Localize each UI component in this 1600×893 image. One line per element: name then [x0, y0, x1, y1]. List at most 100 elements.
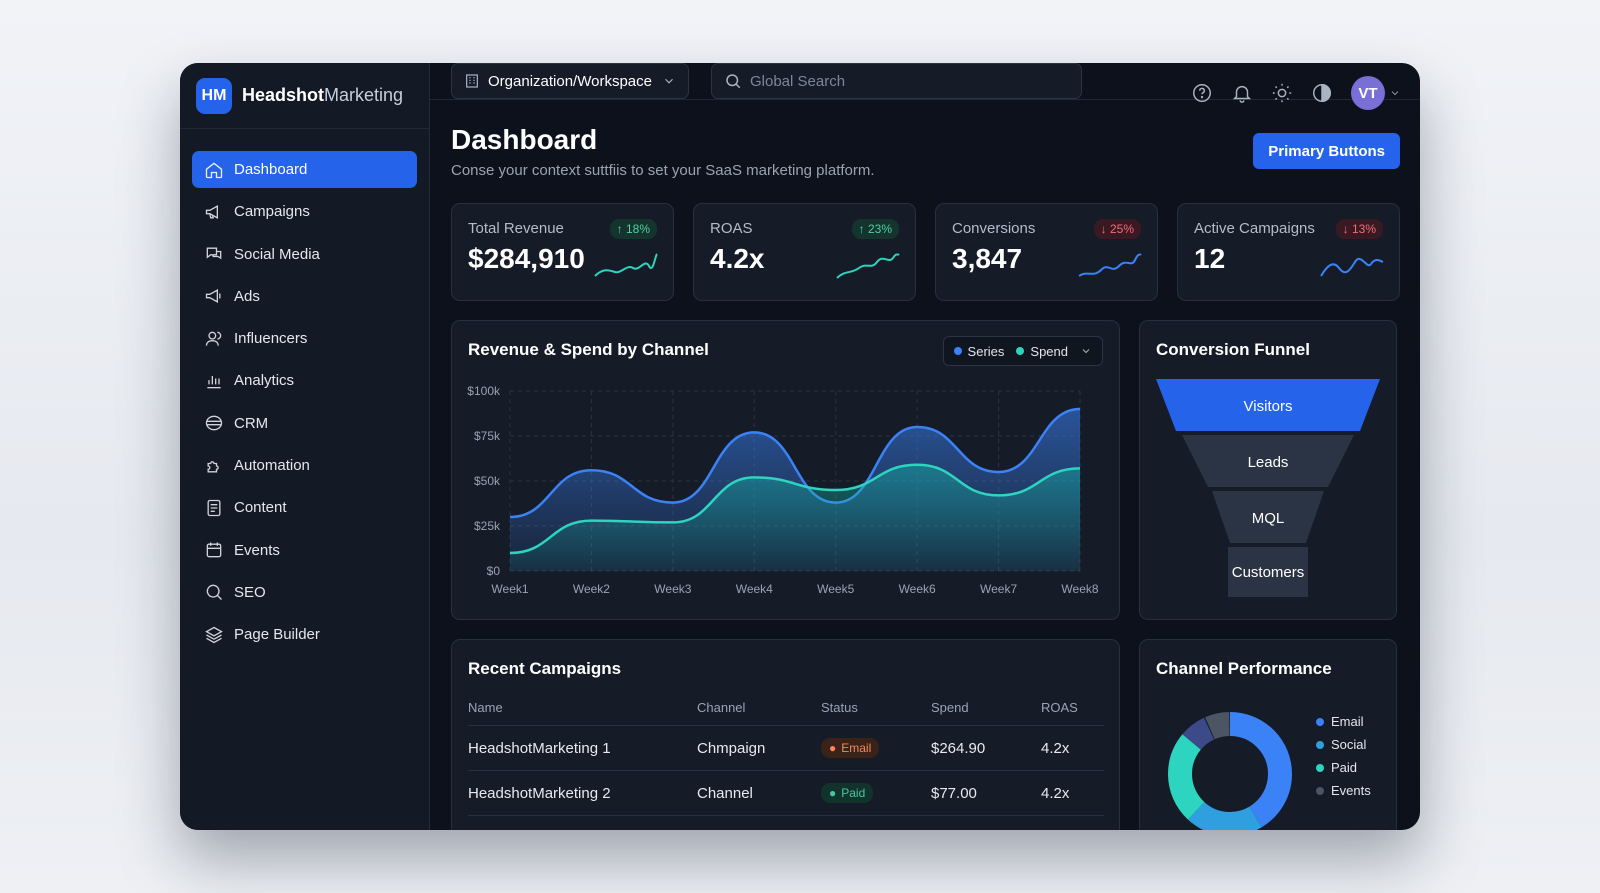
sidebar-item-page-builder[interactable]: Page Builder: [192, 616, 417, 653]
campaign-roas: 4.2x: [1041, 770, 1104, 816]
primary-button[interactable]: Primary Buttons: [1253, 133, 1400, 169]
sidebar-item-label: Ads: [234, 287, 260, 305]
users-icon: [205, 331, 222, 346]
funnel-label: Visitors: [1244, 398, 1293, 415]
campaign-name: HeadshotMarketing 2: [468, 770, 697, 816]
sidebar-item-seo[interactable]: SEO: [192, 574, 417, 611]
x-tick-label: Week7: [980, 582, 1017, 596]
sun-icon[interactable]: [1271, 82, 1293, 104]
legend-item[interactable]: Paid: [1316, 760, 1371, 775]
search-input[interactable]: [750, 72, 1050, 90]
legend-dot-series: [953, 347, 962, 355]
series-select[interactable]: Series Spend: [942, 336, 1103, 366]
kpi-card-total-revenue[interactable]: Total Revenue $284,910 ↑ 18%: [451, 203, 674, 301]
legend-label-series: Series: [967, 343, 1005, 359]
x-tick-label: Week1: [491, 582, 528, 596]
campaign-spend: $77.00: [931, 770, 1041, 816]
topbar: Organization/Workspace VT: [430, 63, 1420, 110]
building-icon: [466, 74, 478, 88]
kpi-label: Active Campaigns: [1194, 220, 1315, 237]
global-search[interactable]: [711, 63, 1082, 99]
sparkline: [1078, 253, 1142, 277]
kpi-card-active-campaigns[interactable]: Active Campaigns 12 ↓ 13%: [1177, 203, 1400, 301]
campaign-name: HeadshotMarketing 1: [468, 725, 697, 771]
home-icon: [205, 161, 223, 178]
table-row[interactable]: HeadshotMarketing 1 Chmpaign ● Email $26…: [468, 725, 1104, 771]
brand[interactable]: HM HeadshotMarketing: [180, 63, 429, 129]
donut-chart: [1168, 712, 1292, 830]
sidebar-item-ads[interactable]: Ads: [192, 278, 417, 315]
help-icon[interactable]: [1191, 82, 1213, 104]
layers-icon: [205, 626, 223, 644]
campaign-status-cell: ● Paid: [821, 770, 931, 816]
page-title: Dashboard: [451, 124, 598, 155]
campaign-spend: $264.90: [931, 725, 1041, 771]
table-row[interactable]: HeadshotMarketing 2 Channel ● Paid $77.0…: [468, 770, 1104, 816]
organization-label: Organization/Workspace: [488, 72, 652, 90]
puzzle-icon: [207, 460, 219, 473]
sidebar-item-social-media[interactable]: Social Media: [192, 236, 417, 273]
kpi-card-conversions[interactable]: Conversions 3,847 ↓ 25%: [935, 203, 1158, 301]
sparkline: [594, 253, 658, 277]
sidebar-item-analytics[interactable]: Analytics: [192, 362, 417, 399]
panel-title: Channel Performance: [1156, 659, 1332, 678]
status-badge: ● Paid: [821, 783, 874, 803]
megaphone-icon: [205, 204, 218, 219]
line-spend[interactable]: [509, 463, 1081, 555]
sidebar-item-campaigns[interactable]: Campaigns: [192, 193, 417, 230]
legend-label-spend: Spend: [1030, 343, 1068, 359]
panel-title: Revenue & Spend by Channel: [468, 340, 709, 359]
legend-item[interactable]: Social: [1316, 737, 1371, 752]
column-header[interactable]: Name: [468, 696, 697, 726]
legend-item[interactable]: Events: [1316, 783, 1371, 798]
line-series[interactable]: [509, 407, 1081, 519]
campaign-channel: Chmpaign: [697, 725, 821, 771]
column-header[interactable]: Spend: [931, 696, 1041, 726]
chevron-down-icon: [665, 78, 673, 84]
column-header[interactable]: Status: [821, 696, 931, 726]
app-window: HM HeadshotMarketing Dashboard Campaigns…: [180, 63, 1420, 830]
megaphone-icon: [205, 289, 221, 304]
campaigns-table: Name Channel Status Spend ROAS HeadshotM…: [468, 696, 1104, 816]
donut-segment-email[interactable]: [1168, 712, 1292, 830]
funnel-stage-leads[interactable]: [1182, 435, 1354, 487]
brand-logo: HM: [196, 77, 232, 114]
funnel-stage-customers[interactable]: [1228, 547, 1308, 597]
kpi-card-roas[interactable]: ROAS 4.2x ↑ 23%: [693, 203, 916, 301]
sidebar-item-label: SEO: [234, 583, 266, 601]
funnel-stage-visitors[interactable]: [1156, 379, 1380, 431]
sidebar-item-content[interactable]: Content: [192, 489, 417, 526]
legend-item[interactable]: Email: [1316, 714, 1371, 729]
column-header[interactable]: ROAS: [1041, 696, 1104, 726]
contrast-icon[interactable]: [1311, 82, 1333, 104]
funnel-label: Customers: [1232, 564, 1305, 581]
donut-segment-social[interactable]: [1168, 712, 1292, 830]
sparkline: [1320, 257, 1384, 277]
kpi-change-badge: ↑ 18%: [609, 219, 657, 239]
area-spend: [510, 464, 1080, 571]
kpi-label: ROAS: [710, 220, 753, 237]
user-menu[interactable]: VT: [1351, 76, 1401, 110]
panel-title: Conversion Funnel: [1156, 340, 1310, 359]
panel-title: Recent Campaigns: [468, 659, 622, 678]
sidebar-item-events[interactable]: Events: [192, 532, 417, 569]
sidebar-item-automation[interactable]: Automation: [192, 447, 417, 484]
dashboard-content: Dashboard Conse your context suttfiis to…: [430, 100, 1420, 830]
bell-icon[interactable]: [1231, 82, 1253, 104]
column-header[interactable]: Channel: [697, 696, 821, 726]
sidebar-item-dashboard[interactable]: Dashboard: [192, 151, 417, 188]
campaign-channel: Channel: [697, 770, 821, 816]
x-tick-label: Week6: [899, 582, 936, 596]
sidebar-nav: Dashboard Campaigns Social Media Ads Inf…: [180, 129, 429, 653]
campaign-status-cell: ● Email: [821, 725, 931, 771]
avatar: VT: [1351, 76, 1385, 110]
campaign-roas: 4.2x: [1041, 725, 1104, 771]
donut-segment-paid[interactable]: [1168, 712, 1292, 830]
funnel-stage-mql[interactable]: [1212, 491, 1324, 543]
sidebar-item-label: Content: [234, 499, 287, 517]
channel-performance-panel: Channel Performance Email Social: [1139, 639, 1397, 830]
sidebar-item-crm[interactable]: CRM: [192, 405, 417, 442]
sidebar-item-influencers[interactable]: Influencers: [192, 320, 417, 357]
funnel-label: Leads: [1248, 454, 1289, 471]
organization-select[interactable]: Organization/Workspace: [451, 63, 689, 99]
